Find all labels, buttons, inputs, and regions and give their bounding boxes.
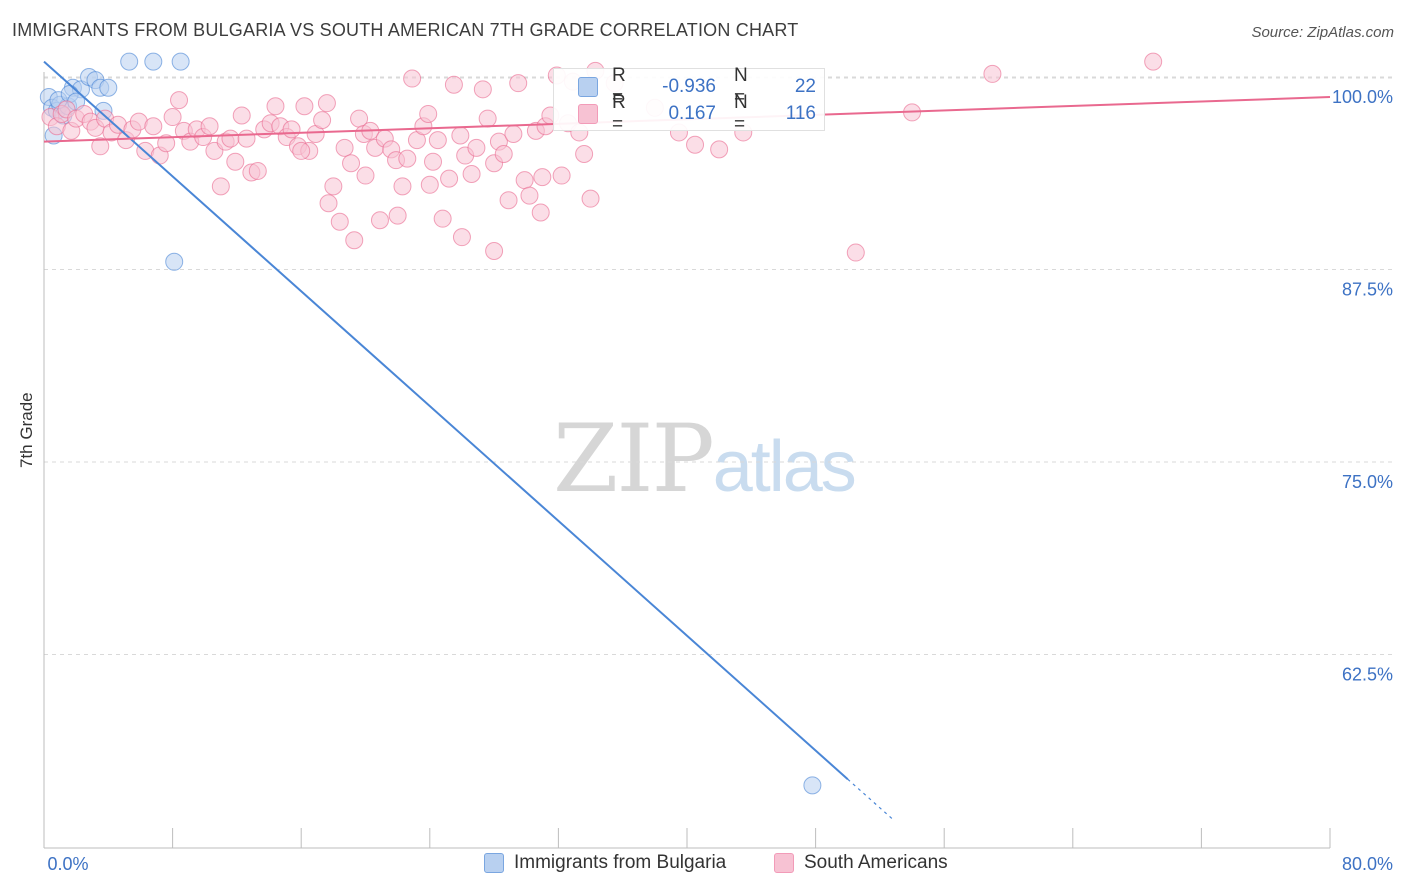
data-point-south-americans [419, 104, 438, 123]
n-value-bulgaria: 22 [794, 76, 816, 97]
data-point-south-americans [317, 94, 336, 113]
data-point-south-americans [211, 177, 230, 196]
data-point-south-americans [462, 165, 481, 184]
data-point-south-americans [292, 141, 311, 160]
data-point-bulgaria [165, 252, 184, 271]
data-point-south-americans [221, 129, 240, 148]
n-label: N = [734, 92, 748, 135]
legend-label-south-americans: South Americans [804, 852, 948, 873]
data-point-south-americans [478, 109, 497, 128]
trendline-bulgaria-extension [847, 778, 894, 820]
data-point-south-americans [295, 97, 314, 116]
data-point-south-americans [494, 145, 513, 163]
data-point-south-americans [433, 209, 452, 228]
data-point-south-americans [282, 120, 301, 139]
chart-legend: Immigrants from Bulgaria South Americans [0, 850, 1406, 880]
data-point-south-americans [398, 149, 417, 168]
data-point-south-americans [440, 169, 459, 188]
zipatlas-watermark: ZIPatlas [553, 405, 857, 514]
data-point-bulgaria [171, 52, 190, 71]
data-point-south-americans [248, 161, 267, 180]
data-point-south-americans [420, 175, 439, 194]
data-point-south-americans [710, 140, 729, 159]
trendline-bulgaria [43, 60, 849, 780]
data-point-south-americans [581, 189, 600, 208]
data-point-south-americans [533, 168, 552, 187]
source-label: Source: ZipAtlas.com [1251, 24, 1394, 41]
data-point-south-americans [531, 203, 550, 222]
correlation-stats-box: R = -0.936 N = 22 R = 0.167 N = 116 [553, 65, 825, 135]
data-point-south-americans [403, 69, 422, 88]
data-point-south-americans [157, 134, 176, 153]
n-value-south-americans: 116 [785, 103, 816, 124]
data-point-south-americans [324, 177, 343, 196]
y-tick-label: 100.0% [1332, 87, 1393, 107]
data-point-south-americans [983, 64, 1002, 83]
data-point-south-americans [335, 138, 354, 157]
data-point-south-americans [266, 97, 285, 116]
data-point-south-americans [504, 124, 523, 143]
x-tick-label: 80.0% [1342, 854, 1393, 874]
r-value-bulgaria: -0.936 [662, 76, 716, 97]
data-point-south-americans [370, 211, 389, 230]
data-point-south-americans [473, 80, 492, 99]
data-point-south-americans [575, 145, 594, 163]
data-point-south-americans [444, 75, 463, 94]
data-point-south-americans [313, 111, 332, 130]
data-point-south-americans [144, 117, 163, 136]
data-point-south-americans [846, 243, 865, 262]
watermark-zip: ZIP [553, 405, 715, 514]
data-point-south-americans [485, 242, 504, 261]
data-point-south-americans [330, 212, 349, 231]
r-label: R = [612, 92, 626, 135]
legend-swatch-bulgaria [484, 853, 504, 873]
data-point-bulgaria [144, 52, 163, 71]
r-label: R = [612, 65, 626, 108]
y-tick-label: 62.5% [1342, 665, 1393, 685]
data-point-south-americans [424, 152, 443, 171]
data-point-south-americans [552, 166, 571, 185]
data-point-south-americans [452, 228, 471, 247]
data-point-south-americans [1144, 52, 1163, 71]
data-point-south-americans [91, 137, 110, 156]
legend-swatch-south-americans [774, 853, 794, 873]
data-point-south-americans [342, 154, 361, 173]
stats-swatch-south-americans [578, 104, 598, 124]
data-point-south-americans [200, 117, 219, 136]
legend-item-south-americans[interactable]: South Americans [774, 852, 948, 874]
data-point-south-americans [509, 74, 528, 93]
x-tick-label: 0.0% [47, 854, 88, 874]
data-point-bulgaria [99, 78, 118, 97]
y-tick-label: 75.0% [1342, 472, 1393, 492]
data-point-bulgaria [120, 52, 139, 71]
data-point-south-americans [226, 152, 245, 171]
data-point-south-americans [451, 126, 470, 145]
watermark-atlas: atlas [712, 427, 857, 507]
data-point-south-americans [237, 129, 256, 148]
data-point-south-americans [467, 138, 486, 157]
chart-title: IMMIGRANTS FROM BULGARIA VS SOUTH AMERIC… [12, 20, 799, 40]
data-point-south-americans [388, 206, 407, 225]
r-value-south-americans: 0.167 [668, 103, 716, 124]
stats-swatch-bulgaria [578, 77, 598, 97]
data-point-south-americans [163, 108, 182, 127]
y-axis-label: 7th Grade [17, 392, 36, 468]
data-point-south-americans [393, 177, 412, 196]
legend-label-bulgaria: Immigrants from Bulgaria [514, 852, 727, 873]
y-tick-label: 87.5% [1342, 280, 1393, 300]
data-point-south-americans [232, 106, 251, 125]
data-point-south-americans [356, 166, 375, 185]
n-label: N = [734, 65, 748, 108]
legend-item-bulgaria[interactable]: Immigrants from Bulgaria [484, 852, 726, 874]
data-point-bulgaria [803, 776, 822, 795]
data-point-south-americans [428, 131, 447, 150]
data-point-south-americans [319, 194, 338, 213]
data-point-south-americans [499, 191, 518, 210]
data-point-south-americans [520, 186, 539, 205]
data-point-south-americans [686, 135, 705, 154]
data-point-south-americans [515, 171, 534, 190]
data-point-south-americans [170, 91, 189, 110]
data-point-south-americans [345, 231, 364, 250]
